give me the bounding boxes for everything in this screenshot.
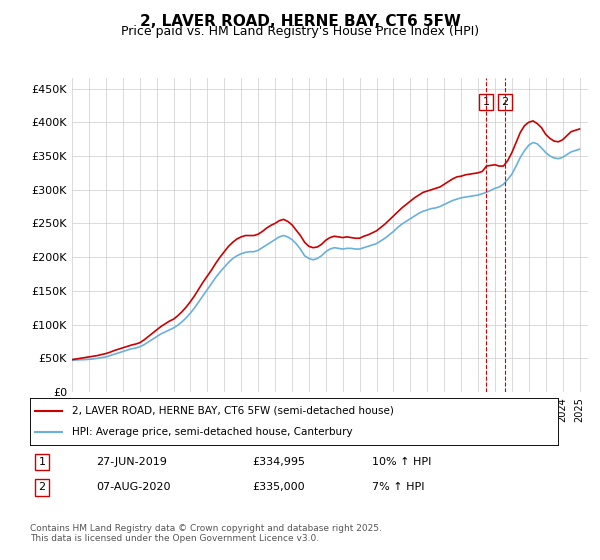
Text: £335,000: £335,000: [252, 482, 305, 492]
Text: 2, LAVER ROAD, HERNE BAY, CT6 5FW (semi-detached house): 2, LAVER ROAD, HERNE BAY, CT6 5FW (semi-…: [72, 406, 394, 416]
Text: Price paid vs. HM Land Registry's House Price Index (HPI): Price paid vs. HM Land Registry's House …: [121, 25, 479, 38]
Text: 7% ↑ HPI: 7% ↑ HPI: [372, 482, 425, 492]
Text: 10% ↑ HPI: 10% ↑ HPI: [372, 457, 431, 467]
Text: 1: 1: [38, 457, 46, 467]
Text: Contains HM Land Registry data © Crown copyright and database right 2025.
This d: Contains HM Land Registry data © Crown c…: [30, 524, 382, 543]
Text: HPI: Average price, semi-detached house, Canterbury: HPI: Average price, semi-detached house,…: [72, 427, 353, 437]
Text: 2: 2: [502, 97, 509, 107]
Text: 1: 1: [483, 97, 490, 107]
Text: 27-JUN-2019: 27-JUN-2019: [96, 457, 167, 467]
Text: 07-AUG-2020: 07-AUG-2020: [96, 482, 170, 492]
Text: 2: 2: [38, 482, 46, 492]
Text: 2, LAVER ROAD, HERNE BAY, CT6 5FW: 2, LAVER ROAD, HERNE BAY, CT6 5FW: [140, 14, 460, 29]
Text: £334,995: £334,995: [252, 457, 305, 467]
